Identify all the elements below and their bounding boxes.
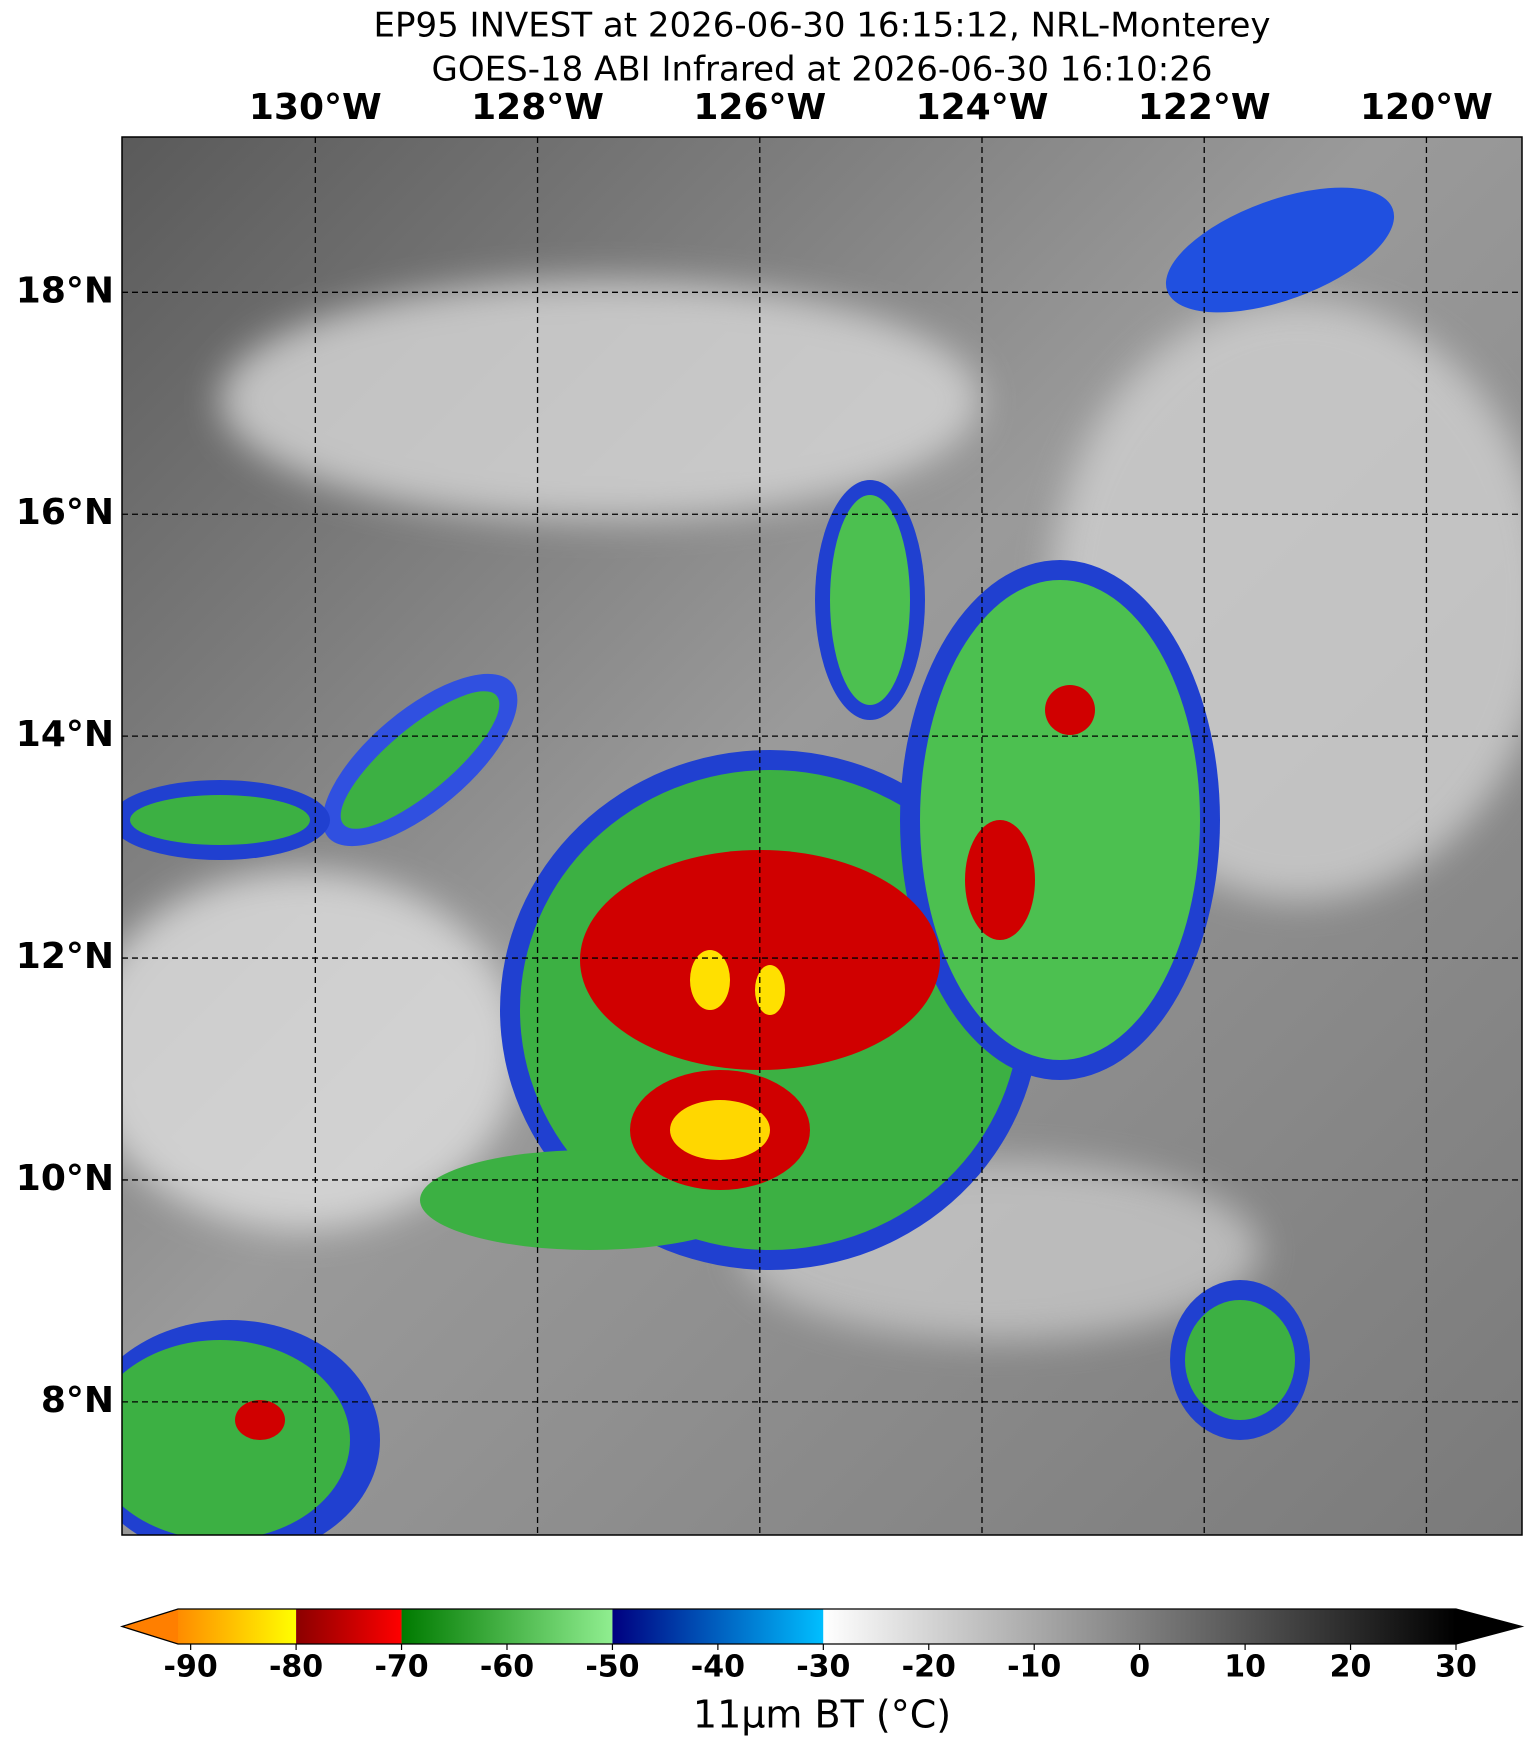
colorbar-tick-label: -50 bbox=[585, 1650, 639, 1685]
lat-label: 18°N bbox=[16, 270, 114, 311]
colorbar-segment bbox=[823, 1609, 1456, 1644]
colorbar-tick-label: 0 bbox=[1129, 1650, 1150, 1685]
lat-label: 10°N bbox=[16, 1158, 114, 1199]
title-line: EP95 INVEST at 2026-06-30 16:15:12, NRL-… bbox=[374, 6, 1271, 46]
lon-label: 126°W bbox=[693, 87, 826, 128]
colorbar-tick-label: -40 bbox=[691, 1650, 745, 1685]
colorbar-tick-label: 10 bbox=[1224, 1650, 1266, 1685]
colorbar-tick-label: -90 bbox=[164, 1650, 218, 1685]
title-line: GOES-18 ABI Infrared at 2026-06-30 16:10… bbox=[432, 50, 1213, 90]
colorbar-tick-label: 30 bbox=[1435, 1650, 1477, 1685]
colorbar-over bbox=[1456, 1609, 1522, 1644]
colorbar-segment bbox=[612, 1609, 824, 1644]
colorbar-tick-label: -70 bbox=[374, 1650, 428, 1685]
lat-label: 12°N bbox=[16, 936, 114, 977]
colorbar: -90 -80 -70 -60 -50 -40 -30 -20 -10 0 10 20 30 11μm B… bbox=[119, 1608, 1525, 1737]
colorbar-label: 11μm BT (°C) bbox=[693, 1693, 951, 1737]
colorbar-tick-label: -20 bbox=[902, 1650, 956, 1685]
lon-label: 122°W bbox=[1138, 87, 1271, 128]
colorbar-tick-label: -60 bbox=[480, 1650, 534, 1685]
colorbar-tick-label: 20 bbox=[1330, 1650, 1372, 1685]
colorbar-tick-label: -30 bbox=[796, 1650, 850, 1685]
lon-label: 120°W bbox=[1360, 87, 1493, 128]
colorbar-segment bbox=[296, 1609, 402, 1644]
lat-label: 14°N bbox=[16, 714, 114, 755]
map-frame bbox=[121, 136, 1523, 1536]
lon-label: 124°W bbox=[916, 87, 1049, 128]
imagery bbox=[122, 137, 1522, 1535]
lon-label: 128°W bbox=[471, 87, 604, 128]
lat-label: 16°N bbox=[16, 492, 114, 533]
graticule bbox=[122, 137, 1522, 1535]
colorbar-tick-label: -80 bbox=[269, 1650, 323, 1685]
colorbar-outline bbox=[119, 1608, 1525, 1645]
colorbar-segment bbox=[401, 1609, 613, 1644]
colorbar-segment bbox=[178, 1609, 297, 1644]
colorbar-under bbox=[122, 1609, 178, 1644]
lat-label: 8°N bbox=[41, 1380, 114, 1421]
colorbar-tick-label: -10 bbox=[1007, 1650, 1061, 1685]
lon-label: 130°W bbox=[249, 87, 382, 128]
